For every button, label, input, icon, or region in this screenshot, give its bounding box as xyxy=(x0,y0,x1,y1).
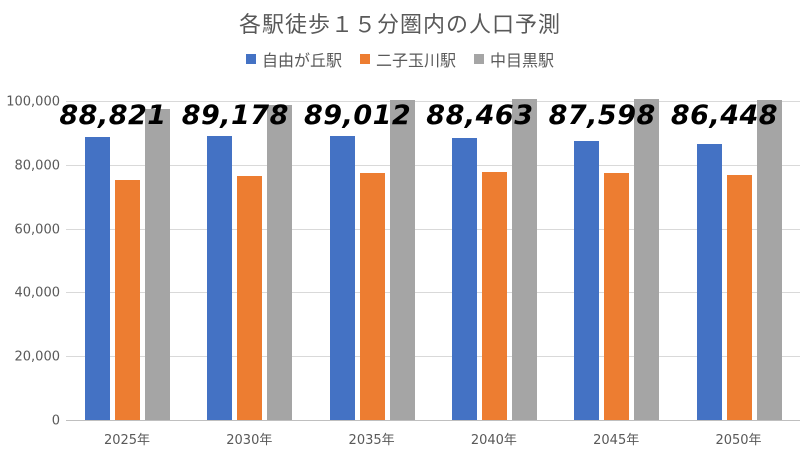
legend-item-nakameguro: 中目黒駅 xyxy=(474,47,554,71)
data-label: 87,598 xyxy=(548,100,656,131)
bar xyxy=(145,109,170,420)
bar xyxy=(511,99,537,420)
bar xyxy=(756,100,782,420)
bar xyxy=(574,140,600,420)
bar xyxy=(329,136,355,420)
gridline xyxy=(66,292,800,293)
bar xyxy=(634,99,660,420)
y-tick-label: 80,000 xyxy=(14,158,61,174)
legend-item-jiyugaoka: 自由が丘駅 xyxy=(245,47,342,71)
legend-label: 中目黒駅 xyxy=(490,51,555,70)
y-tick-label: 40,000 xyxy=(14,285,61,301)
data-label: 89,012 xyxy=(303,100,412,131)
chart-legend: 自由が丘駅 二子玉川駅 中目黒駅 xyxy=(0,47,800,71)
chart-title: 各駅徒歩１５分圏内の人口予測 xyxy=(238,13,561,38)
bar xyxy=(267,105,293,420)
bar xyxy=(237,175,263,420)
bar xyxy=(115,180,140,420)
y-tick-label: 100,000 xyxy=(6,94,60,110)
legend-label: 二子玉川駅 xyxy=(375,51,456,70)
x-tick-label: 2025年 xyxy=(103,433,151,448)
bar xyxy=(604,173,630,420)
y-tick-label: 60,000 xyxy=(14,222,61,238)
bar xyxy=(726,175,752,420)
bar xyxy=(207,135,233,420)
gridline xyxy=(66,229,800,230)
legend-swatch-blue-icon xyxy=(245,54,256,64)
x-tick-label: 2035年 xyxy=(348,433,395,448)
gridline xyxy=(66,356,800,357)
bar xyxy=(389,100,415,420)
y-tick-label: 20,000 xyxy=(14,349,61,365)
legend-swatch-gray-icon xyxy=(474,54,484,64)
legend-item-futakotamagawa: 二子玉川駅 xyxy=(359,47,456,71)
gridline xyxy=(66,101,800,102)
data-label: 86,448 xyxy=(670,100,779,131)
data-label: 88,821 xyxy=(59,100,167,131)
gridline xyxy=(66,165,800,166)
x-tick-label: 2045年 xyxy=(593,433,640,448)
legend-label: 自由が丘駅 xyxy=(261,51,342,70)
bar xyxy=(481,172,507,420)
bar xyxy=(359,173,385,420)
bar xyxy=(696,144,722,420)
x-tick-label: 2040年 xyxy=(470,433,517,448)
bar xyxy=(451,137,477,420)
bar xyxy=(85,136,110,420)
y-tick-label: 0 xyxy=(51,413,60,429)
legend-swatch-orange-icon xyxy=(359,54,370,64)
data-label: 88,463 xyxy=(426,100,534,131)
data-label: 89,178 xyxy=(181,100,289,131)
x-tick-label: 2050年 xyxy=(715,433,762,448)
x-axis-line xyxy=(66,420,800,421)
x-tick-label: 2030年 xyxy=(226,433,273,448)
